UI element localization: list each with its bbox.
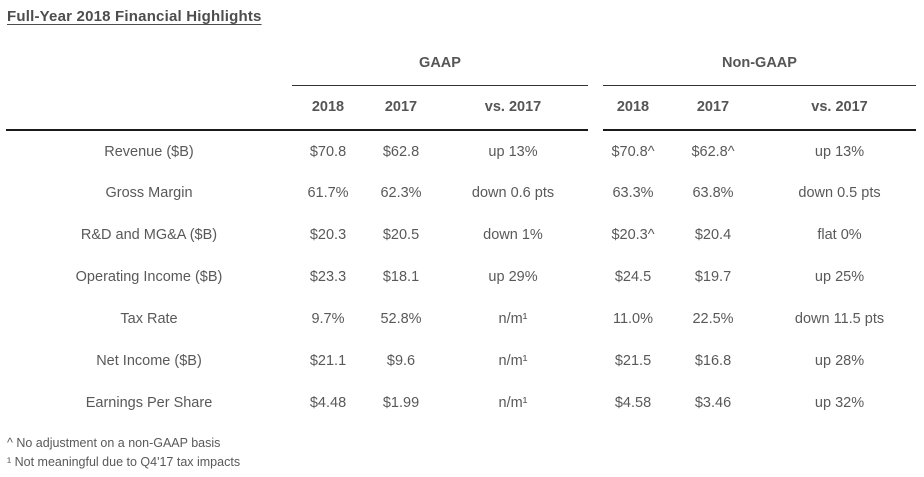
non-gaap-2017-value: $16.8 [694, 353, 732, 369]
non-gaap-vs-2017-value: down 0.5 pts [798, 185, 881, 201]
page-title: Full-Year 2018 Financial Highlights [7, 8, 262, 25]
gaap-2017-value: $20.5 [382, 227, 420, 243]
metric-label: Tax Rate [120, 311, 178, 327]
financial-highlights-table: GAAP Non-GAAP 2018 2017 vs. 2017 2018 20… [6, 48, 917, 424]
non-gaap-2018-value: 63.3% [612, 185, 654, 201]
gaap-2018-value: $70.8 [309, 143, 347, 160]
label-column-spacer [6, 85, 292, 131]
gaap-group-header: GAAP [292, 48, 588, 86]
non-gaap-vs-2017-value: up 32% [814, 395, 865, 411]
non-gaap-vs-2017-value: up 13% [814, 143, 865, 160]
gaap-vs-2017-value: n/m¹ [498, 395, 528, 411]
gaap-2018-value: $21.1 [309, 353, 347, 369]
table-row-eps: Earnings Per Share $4.48 $1.99 n/m¹ $4.5… [6, 382, 916, 424]
column-gap [588, 298, 603, 340]
gaap-vs-2017-value: n/m¹ [498, 353, 528, 369]
column-header-row: 2018 2017 vs. 2017 2018 2017 vs. 2017 [6, 85, 917, 131]
table-row-operating-income: Operating Income ($B) $23.3 $18.1 up 29%… [6, 256, 916, 298]
column-gap [588, 382, 603, 424]
metric-label: R&D and MG&A ($B) [80, 227, 218, 243]
gaap-2017-value: $9.6 [386, 353, 416, 369]
non-gaap-2018-value: $4.58 [614, 395, 652, 411]
gaap-2018-value: $4.48 [309, 395, 347, 411]
table-row-gross-margin: Gross Margin 61.7% 62.3% down 0.6 pts 63… [6, 172, 916, 214]
non-gaap-vs-2017-value: up 25% [814, 269, 865, 285]
non-gaap-vs-2017-header: vs. 2017 [763, 85, 917, 131]
non-gaap-2017-value: $3.46 [694, 395, 732, 411]
gaap-2018-value: $23.3 [309, 269, 347, 285]
gaap-vs-2017-value: down 0.6 pts [471, 185, 555, 201]
gaap-2017-value: 52.8% [380, 311, 422, 327]
footnote-1: ¹ Not meaningful due to Q4'17 tax impact… [7, 454, 241, 469]
metric-label: Gross Margin [105, 185, 193, 201]
footnotes: ^ No adjustment on a non-GAAP basis ¹ No… [7, 434, 240, 471]
gaap-2018-value: $20.3 [309, 227, 347, 243]
gaap-2017-value: $62.8 [382, 143, 420, 160]
non-gaap-2017-value: 63.8% [692, 185, 734, 201]
non-gaap-2018-value: $24.5 [614, 269, 652, 285]
gaap-vs-2017-header: vs. 2017 [438, 85, 588, 131]
metric-label: Earnings Per Share [85, 395, 213, 411]
column-gap [588, 48, 603, 85]
gaap-vs-2017-value: up 29% [488, 269, 538, 285]
non-gaap-vs-2017-value: down 11.5 pts [794, 311, 885, 327]
column-gap [588, 130, 603, 172]
gaap-2017-value: $1.99 [382, 395, 420, 411]
table-row-rd-mga: R&D and MG&A ($B) $20.3 $20.5 down 1% $2… [6, 214, 916, 256]
gaap-vs-2017-value: up 13% [488, 143, 538, 160]
footnote-caret: ^ No adjustment on a non-GAAP basis [7, 436, 221, 450]
metric-label: Net Income ($B) [96, 353, 202, 369]
gaap-2018-header: 2018 [292, 85, 364, 131]
non-gaap-2018-value: 11.0% [612, 311, 654, 327]
gaap-vs-2017-value: down 1% [483, 227, 543, 243]
non-gaap-2017-value: $19.7 [694, 269, 732, 285]
non-gaap-2017-value: $62.8^ [691, 143, 735, 160]
gaap-2018-value: 61.7% [307, 185, 349, 201]
column-gap [588, 172, 603, 214]
non-gaap-vs-2017-value: up 28% [814, 353, 865, 369]
non-gaap-2018-value: $20.3^ [611, 227, 655, 243]
gaap-vs-2017-value: n/m¹ [498, 311, 528, 327]
group-header-row: GAAP Non-GAAP [6, 48, 917, 86]
table-row-net-income: Net Income ($B) $21.1 $9.6 n/m¹ $21.5 $1… [6, 340, 916, 382]
metric-label: Operating Income ($B) [75, 269, 223, 285]
gaap-2017-value: 62.3% [380, 185, 422, 201]
table-row-revenue: Revenue ($B) $70.8 $62.8 up 13% $70.8^ $… [6, 130, 916, 172]
non-gaap-group-header: Non-GAAP [603, 48, 917, 86]
table-row-tax-rate: Tax Rate 9.7% 52.8% n/m¹ 11.0% 22.5% dow… [6, 298, 916, 340]
non-gaap-2018-value: $70.8^ [611, 143, 655, 160]
metric-label: Revenue ($B) [104, 143, 194, 160]
non-gaap-2017-value: $20.4 [694, 227, 732, 243]
non-gaap-vs-2017-value: flat 0% [817, 227, 862, 243]
non-gaap-2017-header: 2017 [663, 85, 763, 131]
column-gap [588, 214, 603, 256]
column-gap [588, 256, 603, 298]
label-column-spacer [6, 48, 292, 85]
column-gap [588, 340, 603, 382]
gaap-2017-value: $18.1 [382, 269, 420, 285]
non-gaap-2017-value: 22.5% [692, 311, 734, 327]
gaap-2017-header: 2017 [364, 85, 438, 131]
non-gaap-2018-value: $21.5 [614, 353, 652, 369]
column-gap [588, 85, 603, 130]
non-gaap-2018-header: 2018 [603, 85, 663, 131]
gaap-2018-value: 9.7% [311, 311, 345, 327]
